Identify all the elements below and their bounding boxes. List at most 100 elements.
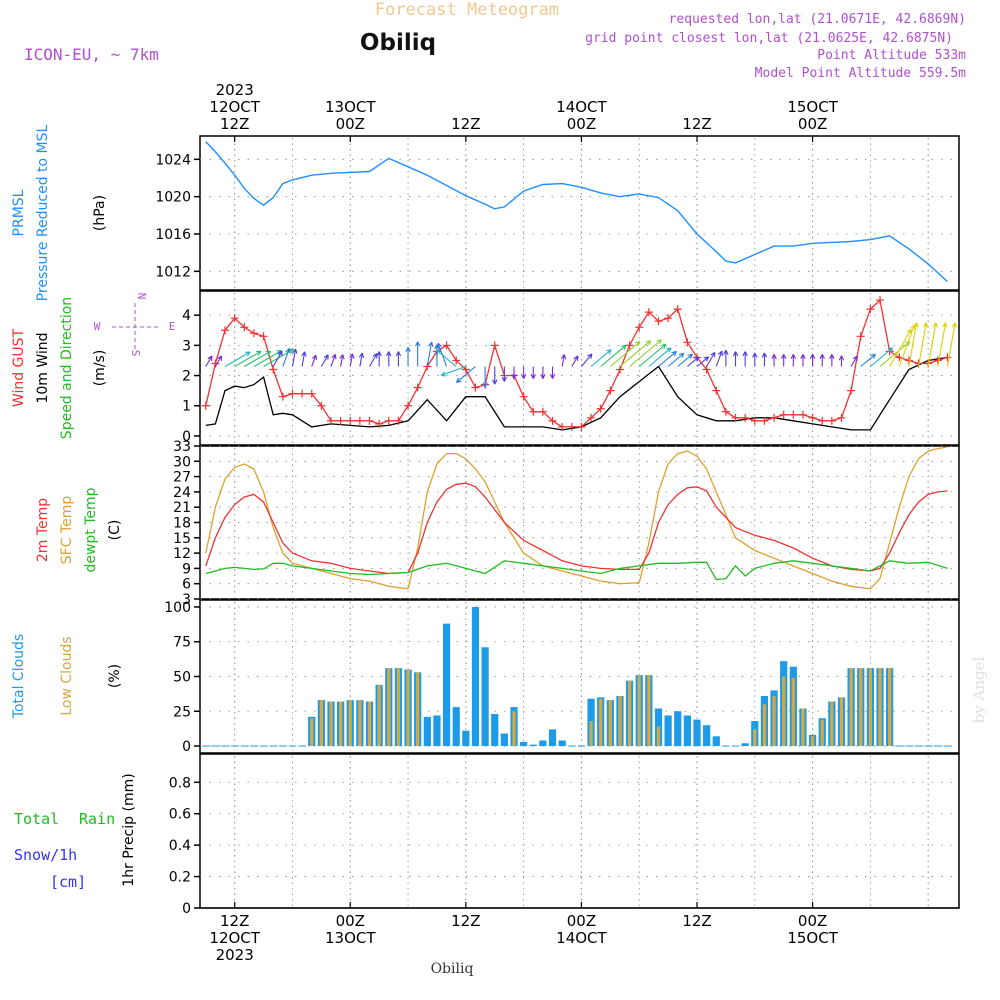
- wind-direction-arrow: [395, 351, 402, 367]
- gust-marker: [567, 422, 576, 431]
- gust-marker: [221, 326, 230, 335]
- model-altitude: Model Point Altitude 559.5m: [755, 66, 966, 81]
- top-time-label: 14OCT: [556, 98, 607, 116]
- station-title: Obiliq: [360, 30, 436, 56]
- cloud-low-bar: [348, 700, 352, 747]
- gust-marker: [933, 356, 942, 365]
- cloud-total-bar: [452, 707, 460, 747]
- wind-direction-arrow: [752, 352, 758, 367]
- ytick-label: 1020: [155, 190, 191, 206]
- gust-marker: [731, 413, 740, 422]
- ytick-label: 100: [164, 600, 191, 616]
- ytick-label: 0.8: [169, 775, 191, 791]
- gust-marker: [471, 383, 480, 392]
- cloud-total-label: Total Clouds: [11, 634, 27, 719]
- wind-direction-arrow: [214, 355, 223, 367]
- gust-marker: [635, 323, 644, 332]
- gust-marker: [452, 356, 461, 365]
- gust-marker: [249, 329, 258, 338]
- wind-direction-arrow: [330, 353, 337, 367]
- gust-marker: [779, 410, 788, 419]
- ytick-label: 0: [182, 901, 191, 917]
- wind-direction-arrow: [349, 353, 355, 367]
- gust-marker: [606, 386, 615, 395]
- pressure-label-msl: Pressure Reduced to MSL: [35, 124, 51, 301]
- cloud-total-bar: [674, 711, 682, 747]
- ytick-label: 18: [173, 516, 191, 532]
- cloud-low-bar: [772, 695, 776, 747]
- wind-direction-arrow: [376, 351, 382, 367]
- ytick-label: 0.6: [169, 807, 191, 823]
- cloud-low-bar: [868, 668, 873, 747]
- cloud-low-bar: [396, 668, 401, 747]
- compass-west: W: [94, 320, 101, 333]
- cloud-low-bar: [791, 677, 795, 747]
- bottom-time-label: 15OCT: [787, 929, 838, 947]
- gust-marker: [336, 416, 345, 425]
- cloud-low-bar: [512, 711, 516, 747]
- wind-direction-arrow: [771, 354, 777, 367]
- gust-marker: [827, 416, 836, 425]
- wind-direction-arrow: [696, 356, 710, 367]
- wind-direction-arrow: [501, 366, 508, 382]
- model-label: ICON-EU, ~ 7km: [24, 45, 159, 64]
- cloud-total-bar: [703, 725, 711, 747]
- cloud-total-bar: [741, 743, 749, 747]
- gust-marker: [269, 365, 278, 374]
- gust-marker: [307, 389, 316, 398]
- wind-direction-arrow: [320, 354, 329, 367]
- wind-direction-arrow: [648, 347, 672, 367]
- gust-marker: [866, 305, 875, 314]
- cloud-low-bar: [888, 668, 892, 747]
- cloud-low-bar: [810, 736, 815, 747]
- cloud-low-bar: [782, 676, 786, 747]
- gust-marker: [259, 332, 268, 341]
- wind-direction-arrow: [291, 348, 298, 367]
- wind-10m-label: 10m Wind: [35, 332, 51, 403]
- cloud-total-bar: [462, 730, 470, 747]
- cloud-low-bar: [878, 668, 882, 747]
- wind-direction-arrow: [677, 353, 693, 367]
- cloud-low-bar: [647, 675, 651, 747]
- cloud-low-bar: [656, 726, 661, 747]
- wind-direction-arrow: [540, 366, 546, 379]
- wind-direction-arrow: [629, 339, 662, 367]
- footer-station: Obiliq: [431, 961, 474, 977]
- cloud-low-bar: [599, 698, 603, 747]
- cloud-low-bar: [608, 700, 612, 747]
- top-time-label: 00Z: [336, 115, 365, 133]
- ytick-label: 30: [173, 454, 191, 470]
- wind-direction-arrow: [860, 353, 876, 367]
- gust-marker: [384, 416, 393, 425]
- ytick-label: 1: [182, 399, 191, 415]
- gust-marker: [798, 410, 807, 419]
- gust-marker: [847, 386, 856, 395]
- wind-direction-arrow: [742, 351, 748, 367]
- gust-marker: [625, 341, 634, 350]
- compass-south: S: [129, 350, 142, 357]
- wind-direction-arrow: [706, 351, 716, 367]
- top-time-label: 12Z: [682, 115, 711, 133]
- wind-direction-arrow: [800, 354, 806, 367]
- gust-marker: [596, 404, 605, 413]
- wind-10m-line: [205, 356, 948, 431]
- wind-direction-arrow: [301, 351, 307, 367]
- wind-direction-arrow: [790, 354, 797, 367]
- wind-direction-arrow: [244, 350, 272, 367]
- pressure-unit: (hPa): [92, 195, 108, 231]
- ytick-label: 9: [182, 561, 191, 577]
- cloud-total-bar: [683, 715, 691, 747]
- bottom-time-label: 12Z: [682, 912, 711, 930]
- wind-direction-arrow: [870, 347, 894, 367]
- gust-marker: [683, 338, 692, 347]
- temp-2m-label: 2m Temp: [35, 498, 51, 562]
- gust-marker: [760, 416, 769, 425]
- gust-marker: [538, 407, 547, 416]
- cloud-total-bar: [664, 715, 672, 747]
- ytick-label: 4: [182, 308, 191, 324]
- cloud-total-bar: [481, 647, 489, 747]
- gust-marker: [317, 401, 326, 410]
- precip-snow-label: Snow/1h: [14, 846, 77, 864]
- cloud-total-bar: [712, 736, 720, 747]
- ytick-label: 6: [182, 577, 191, 593]
